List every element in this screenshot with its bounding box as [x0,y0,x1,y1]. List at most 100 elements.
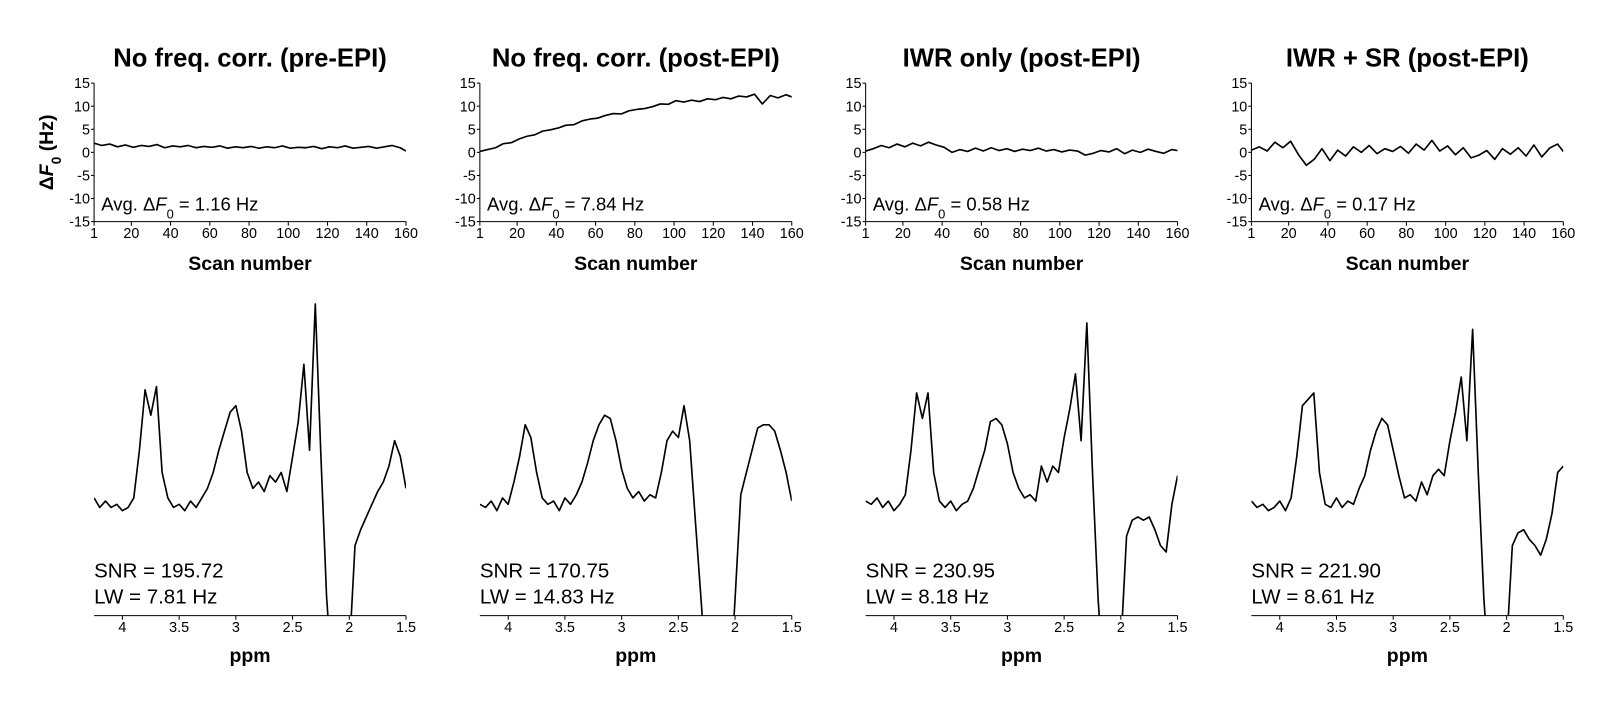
text-part: Avg. Δ [1259,193,1313,214]
x-axis-label: ppm [615,645,656,667]
x-tick-label: 2.5 [1440,620,1460,636]
x-tick-label: 20 [895,226,911,242]
x-axis-label: Scan number [188,253,312,275]
x-tick-label: 20 [509,226,525,242]
x-tick-label: 20 [1281,226,1297,242]
drift-plot: 1 20 40 60 80 100 120 140 160-15-10-5051015Scan … [455,45,804,275]
symbol: F [1313,193,1326,214]
x-axis-label: Scan number [1346,253,1470,275]
y-tick-label: -5 [849,169,862,185]
subscript: 0 [1324,206,1331,221]
x-tick-label: 3 [1003,620,1011,636]
panel-title: No freq. corr. (post-EPI) [492,45,780,73]
y-tick-label: 15 [460,76,476,92]
y-tick-label: -15 [455,215,476,231]
annotation: LW = 8.18 Hz [866,585,989,608]
y-tick-label: 15 [74,76,90,92]
y-tick-label: 0 [1239,145,1247,161]
y-tick-label: 5 [1239,122,1247,138]
x-tick-label: 160 [394,226,418,242]
x-tick-label: 60 [973,226,989,242]
y-tick-label: 5 [82,122,90,138]
annotation: Avg. ΔF0 = 7.84 Hz [487,193,644,221]
annotation: SNR = 221.90 [1251,560,1380,583]
annotation: Avg. ΔF0 = 0.17 Hz [1259,193,1416,221]
text-part: = 0.17 Hz [1331,193,1416,214]
x-axis-label: Scan number [574,253,698,275]
y-tick-label: 0 [82,145,90,161]
x-tick-label: 4 [504,620,512,636]
x-tick-label: 1.5 [782,620,802,636]
y-axis-label: ΔF0 (Hz) [36,115,64,191]
x-tick-label: 2 [731,620,739,636]
text-part: = 0.58 Hz [945,193,1030,214]
text-part: Δ [36,176,58,190]
y-tick-label: -10 [455,192,476,208]
y-tick-label: 10 [74,99,90,115]
annotation: SNR = 195.72 [94,560,223,583]
x-tick-label: 100 [276,226,300,242]
x-tick-label: 1.5 [396,620,416,636]
subscript: 0 [938,206,945,221]
y-tick-label: 10 [460,99,476,115]
x-tick-label: 160 [1551,226,1575,242]
data-line [479,93,792,153]
x-tick-label: 140 [1126,226,1150,242]
y-tick-label: -15 [841,215,862,231]
x-tick-label: 3.5 [941,620,961,636]
data-line [94,142,406,152]
subscript: 0 [49,156,64,164]
data-line [1251,139,1564,167]
text-part: Avg. Δ [101,193,155,214]
x-tick-label: 80 [627,226,643,242]
x-tick-label: 1 [1247,226,1255,242]
annotation: LW = 8.61 Hz [1251,585,1374,608]
x-tick-label: 80 [1013,226,1029,242]
x-tick-label: 3 [1389,620,1397,636]
x-tick-label: 100 [662,226,686,242]
x-axis-label: ppm [1001,645,1042,667]
drift-plot: 1 20 40 60 80 100 120 140 160-15-10-5051015Scan … [1227,45,1576,275]
text-part: = 1.16 Hz [174,193,259,214]
subscript: 0 [167,206,174,221]
x-tick-label: 100 [1048,226,1072,242]
annotation: Avg. ΔF0 = 0.58 Hz [873,193,1030,221]
data-line [479,404,792,616]
x-tick-label: 2.5 [668,620,688,636]
x-tick-label: 40 [163,226,179,242]
x-axis-label: Scan number [960,253,1084,275]
y-tick-label: 0 [468,145,476,161]
y-tick-label: 0 [854,145,862,161]
x-tick-label: 4 [890,620,898,636]
x-tick-label: 1 [862,226,870,242]
x-tick-label: 2 [1117,620,1125,636]
data-line [1251,328,1564,616]
x-tick-label: 100 [1434,226,1458,242]
x-tick-label: 140 [355,226,379,242]
x-tick-label: 160 [780,226,804,242]
y-tick-label: -5 [463,169,476,185]
x-tick-label: 80 [1398,226,1414,242]
subscript: 0 [552,206,559,221]
x-tick-label: 2 [1503,620,1511,636]
y-tick-label: -15 [69,215,90,231]
x-tick-label: 4 [1276,620,1284,636]
x-tick-label: 120 [316,226,340,242]
x-tick-label: 60 [202,226,218,242]
panel-title: IWR + SR (post-EPI) [1286,45,1529,73]
panel-title: IWR only (post-EPI) [903,45,1141,73]
x-tick-label: 40 [1320,226,1336,242]
x-tick-label: 20 [123,226,139,242]
symbol: F [541,193,554,214]
x-tick-label: 1.5 [1553,620,1573,636]
annotation: LW = 7.81 Hz [94,585,217,608]
x-tick-label: 60 [588,226,604,242]
y-tick-label: -10 [841,192,862,208]
text-part: = 7.84 Hz [560,193,645,214]
data-line [865,322,1178,616]
